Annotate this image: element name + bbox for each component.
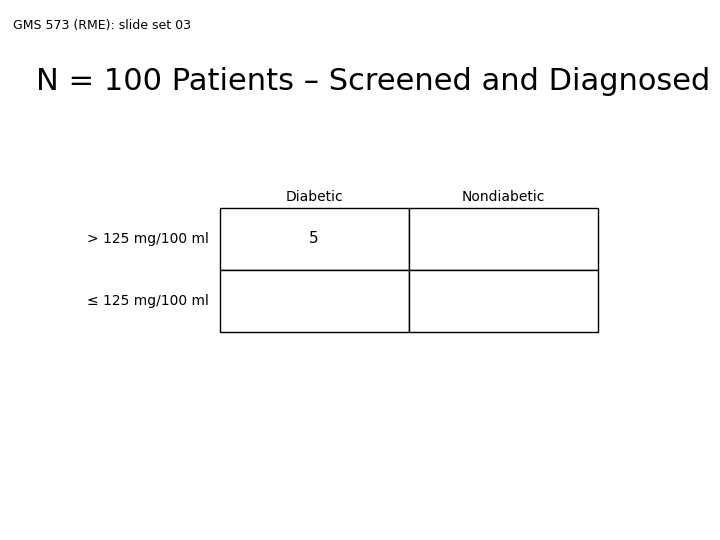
Text: GMS 573 (RME): slide set 03: GMS 573 (RME): slide set 03 — [13, 19, 191, 32]
Text: > 125 mg/100 ml: > 125 mg/100 ml — [87, 232, 209, 246]
Text: ≤ 125 mg/100 ml: ≤ 125 mg/100 ml — [87, 294, 209, 308]
Text: Nondiabetic: Nondiabetic — [462, 190, 545, 204]
Text: Diabetic: Diabetic — [285, 190, 343, 204]
Text: N = 100 Patients – Screened and Diagnosed: N = 100 Patients – Screened and Diagnose… — [36, 68, 710, 97]
Text: 5: 5 — [310, 232, 319, 246]
